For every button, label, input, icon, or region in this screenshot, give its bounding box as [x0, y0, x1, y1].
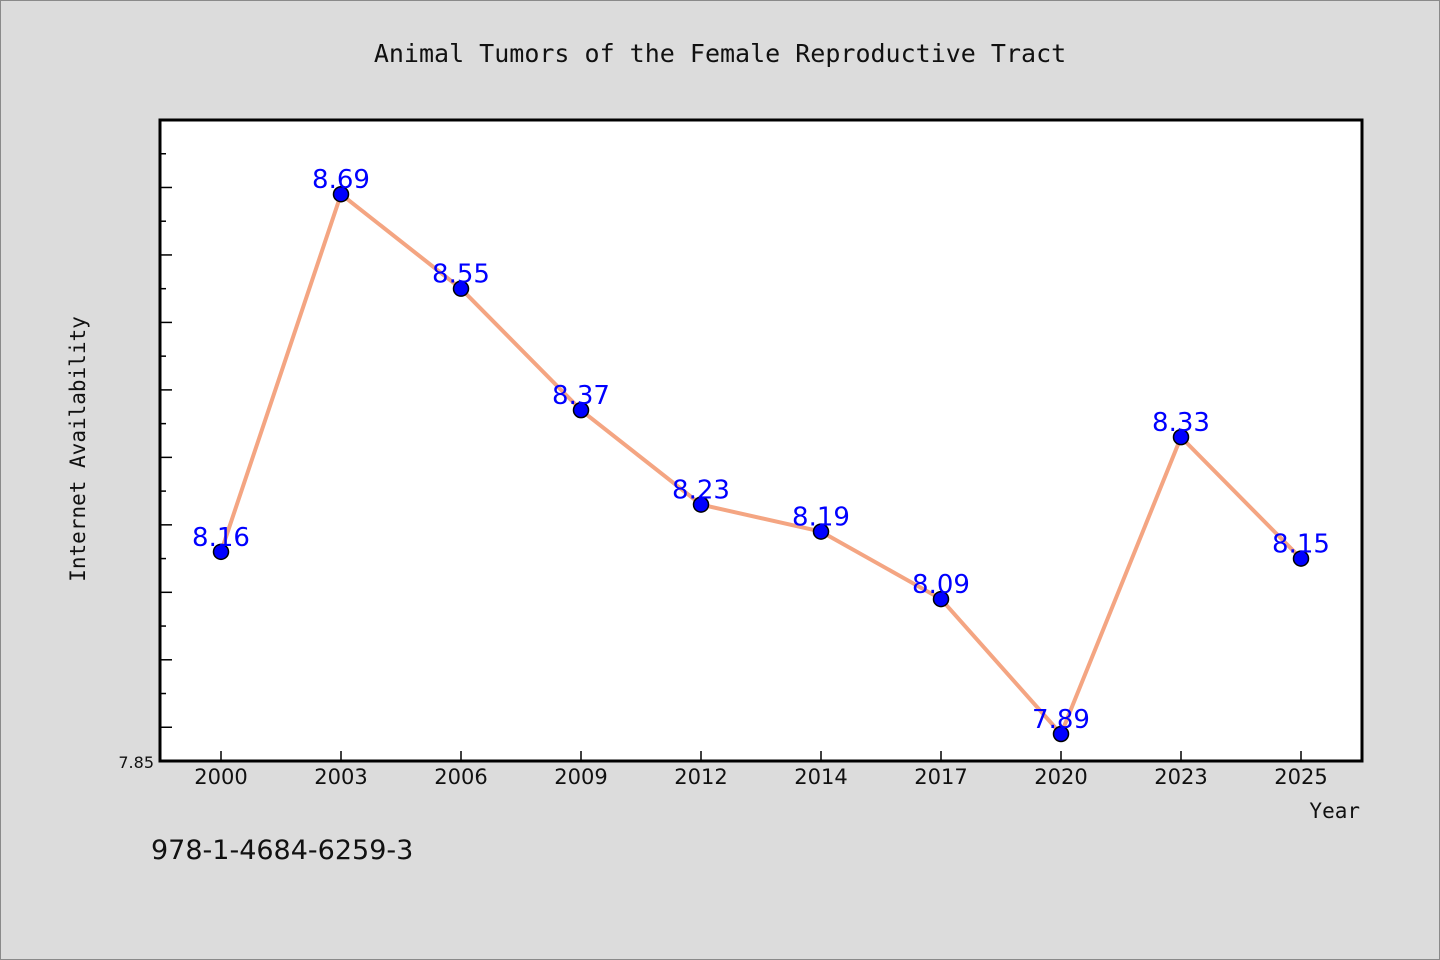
x-tick-label: 2000: [194, 765, 247, 789]
data-labels: 8.16 8.69 8.55 8.37 8.23 8.19 8.09 7.89 8.33 8.15: [192, 165, 1330, 735]
series-markers: [212, 185, 1310, 743]
data-point-marker: [812, 523, 830, 540]
x-axis-tick-labels: 2000 2003 2006 2009 2012 2014 2017 2020 2023 2025: [194, 765, 1327, 789]
x-tick-label: 2014: [794, 765, 847, 789]
data-point-marker: [452, 280, 470, 297]
data-point-marker: [332, 185, 350, 203]
data-point-marker: [932, 590, 950, 608]
data-point-marker: [1292, 550, 1310, 567]
data-point-marker: [1052, 725, 1070, 743]
data-label: 8.23: [672, 476, 730, 506]
data-label: 8.55: [432, 260, 490, 290]
plot-area: [158, 118, 1364, 763]
data-label: 8.69: [312, 165, 370, 195]
x-tick-label: 2017: [914, 765, 967, 789]
y-tick-label-min: 7.85: [118, 753, 154, 772]
series-line: [219, 192, 1303, 737]
data-label: 8.33: [1152, 408, 1210, 438]
x-tick-label: 2003: [314, 765, 367, 789]
data-label: 8.09: [912, 570, 970, 600]
isbn-text: 978-1-4684-6259-3: [151, 835, 414, 866]
data-label: 8.16: [192, 523, 250, 553]
data-label: 8.15: [1272, 530, 1330, 560]
x-tick-label: 2012: [674, 765, 727, 789]
x-tick-label: 2009: [554, 765, 607, 789]
x-axis-ticks: [220, 751, 1302, 761]
data-point-marker: [212, 543, 230, 561]
x-axis-label: Year: [1309, 799, 1360, 823]
data-label: 8.37: [552, 381, 610, 411]
data-label: 8.19: [792, 503, 850, 533]
y-axis-label: Internet Availability: [66, 316, 90, 582]
data-point-marker: [692, 496, 710, 513]
data-point-marker: [1172, 428, 1190, 446]
x-tick-label: 2023: [1154, 765, 1207, 789]
x-tick-label: 2025: [1274, 765, 1327, 789]
x-tick-label: 2020: [1034, 765, 1087, 789]
data-point-marker: [572, 401, 590, 419]
data-label: 7.89: [1032, 705, 1090, 735]
chart-title: Animal Tumors of the Female Reproductive…: [374, 39, 1066, 68]
x-tick-label: 2006: [434, 765, 487, 789]
y-axis-ticks: [160, 119, 172, 762]
